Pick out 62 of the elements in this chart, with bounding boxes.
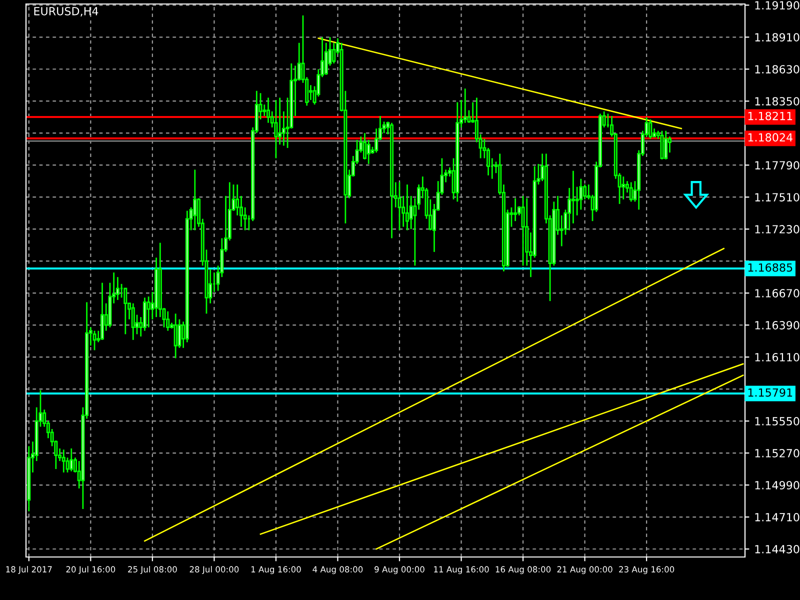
candlestick [193,168,197,231]
candlestick [92,330,96,351]
candlestick [332,42,336,64]
y-tick-label: 1.15270 [755,449,800,458]
candlestick [166,310,170,332]
x-tick-label: 23 Aug 16:00 [619,566,674,574]
candlestick [366,139,370,165]
x-tick-label: 20 Jul 16:00 [66,566,116,574]
y-tick-label: 1.17230 [755,225,800,234]
candlestick [146,296,150,328]
candlestick [571,170,575,224]
candlestick [463,88,467,124]
candlestick [70,448,74,472]
candlestick [362,132,367,160]
candlestick [648,118,652,140]
y-tick-label: 1.16390 [755,321,800,330]
candlestick [521,195,525,266]
candlestick [622,176,626,200]
candlestick [62,448,66,474]
x-tick-label: 1 Aug 16:00 [251,566,301,574]
y-tick-label: 1.18350 [755,97,800,106]
y-tick-label: 1.17790 [755,161,800,170]
y-tick-label: 1.15550 [755,417,800,426]
candlestick [266,96,270,124]
x-tick-label: 11 Aug 16:00 [434,566,489,574]
y-tick-label: 1.18910 [755,33,800,42]
x-tick-label: 28 Jul 00:00 [190,566,239,574]
y-tick-label: 1.17510 [755,193,800,202]
candlestick [629,182,633,202]
candlestick [178,318,182,349]
x-tick-label: 25 Jul 08:00 [128,566,177,574]
y-tick-label: 1.14430 [755,544,800,554]
x-tick-label: 21 Aug 00:00 [557,566,612,574]
y-tick-label: 1.14990 [755,480,800,490]
ref-line-label: 1.16885 [748,263,792,272]
ref-line-label: 1.15791 [748,388,792,397]
candlestick [660,130,664,160]
candlestick [116,276,120,301]
candlestick [124,288,128,335]
x-tick-label: 18 Jul 2017 [6,566,52,574]
candlestick [583,184,587,200]
y-tick-label: 1.14710 [755,512,800,522]
candlestick [398,182,402,231]
x-tick-label: 16 Aug 08:00 [496,566,551,574]
candlestick [262,104,266,117]
candlestick [514,198,518,222]
ref-line-label: 1.18024 [748,133,792,142]
candlestick [131,302,135,341]
chart-title: EURUSD,H4 [34,6,98,16]
candlestick [278,96,282,146]
x-tick-label: 9 Aug 00:00 [374,566,424,574]
y-tick-label: 1.16110 [755,353,800,362]
ref-line-label: 1.18211 [748,112,792,120]
candlestick [174,312,178,359]
y-tick-label: 1.16670 [755,289,800,298]
candlestick [405,184,409,231]
y-tick-label: 1.19190 [755,1,800,10]
x-tick-label: 4 Aug 08:00 [312,566,363,574]
candlestick [664,130,668,160]
candlestick [274,99,278,159]
candlestick [100,282,104,341]
y-tick-label: 1.18630 [755,65,800,74]
